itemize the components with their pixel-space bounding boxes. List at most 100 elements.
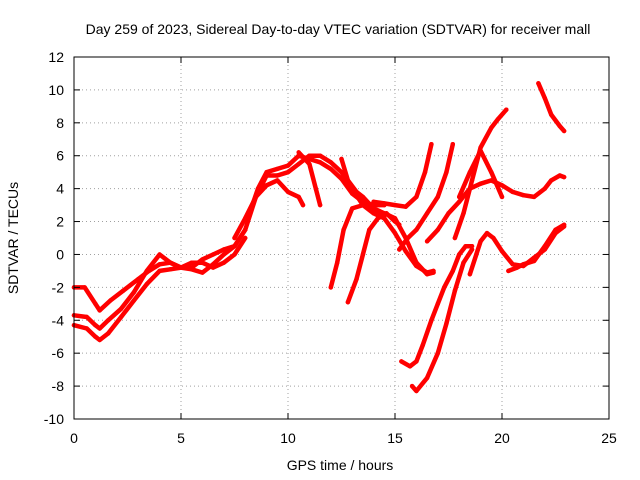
data-point [354, 189, 359, 195]
data-point [121, 288, 126, 293]
data-point [561, 222, 567, 227]
data-point [307, 161, 312, 167]
x-tick-label: 20 [494, 430, 510, 446]
data-point [542, 95, 547, 101]
data-point [510, 189, 515, 195]
data-point [82, 285, 87, 290]
data-point [478, 145, 483, 150]
data-point [392, 230, 398, 236]
data-point [264, 183, 269, 188]
data-point [424, 239, 430, 244]
y-tick-label: -6 [52, 345, 65, 361]
data-point [506, 268, 511, 274]
data-point [414, 388, 419, 394]
data-point [561, 174, 567, 180]
data-point [474, 252, 479, 257]
y-tick-label: 8 [56, 115, 64, 131]
data-point [275, 166, 280, 172]
series-line-8 [328, 202, 436, 290]
y-tick-label: -2 [52, 279, 65, 295]
data-point [397, 247, 402, 252]
data-point [285, 189, 291, 195]
data-point [499, 183, 505, 188]
data-point [335, 260, 340, 265]
data-point [542, 244, 547, 249]
data-point [317, 153, 323, 158]
data-point [157, 268, 162, 274]
data-point [168, 260, 173, 265]
data-point [424, 375, 430, 381]
data-point [424, 272, 430, 277]
data-point [444, 321, 449, 326]
data-point [489, 125, 494, 130]
series-line-15 [536, 81, 567, 134]
data-point [232, 244, 237, 249]
data-point [328, 166, 333, 172]
data-point [328, 285, 333, 290]
series-line-10 [371, 141, 434, 209]
data-point [84, 326, 90, 331]
data-point [350, 191, 355, 196]
data-point [189, 267, 194, 272]
data-point [275, 173, 280, 178]
data-point [221, 252, 226, 257]
data-point [264, 170, 269, 175]
y-tick-label: 4 [56, 181, 64, 197]
data-point [478, 148, 483, 153]
data-point [478, 181, 483, 186]
data-point [317, 160, 323, 165]
data-point [499, 249, 505, 254]
data-point [542, 186, 547, 191]
data-point [106, 318, 111, 323]
data-point [210, 252, 216, 257]
data-point [84, 314, 90, 320]
y-tick-label: 12 [48, 49, 64, 65]
data-point [457, 194, 462, 200]
series-line-13 [452, 107, 509, 241]
data-point [97, 308, 102, 313]
data-point [360, 252, 366, 257]
data-point [469, 178, 475, 183]
data-point [131, 290, 137, 295]
data-point [178, 265, 184, 270]
chart-title: Day 259 of 2023, Sidereal Day-to-day VTE… [86, 21, 591, 37]
data-point [339, 176, 344, 181]
data-point [467, 170, 473, 175]
series-line-2 [71, 153, 387, 331]
data-point [405, 235, 410, 241]
data-point [435, 301, 440, 306]
data-point [561, 128, 567, 134]
data-point [442, 285, 447, 290]
data-point [463, 244, 468, 249]
data-point [345, 178, 351, 183]
data-point [296, 161, 301, 167]
data-point [531, 258, 537, 264]
data-point [157, 262, 162, 267]
data-point [422, 170, 428, 175]
data-point [457, 252, 462, 257]
data-point [300, 202, 306, 208]
data-point [429, 318, 434, 323]
data-point [93, 334, 98, 339]
data-point [435, 351, 440, 356]
data-point [93, 301, 98, 306]
data-point [414, 227, 419, 232]
data-point [345, 300, 351, 305]
data-point [478, 239, 483, 244]
data-point [469, 244, 475, 249]
x-tick-label: 5 [177, 430, 185, 446]
data-point [341, 227, 346, 232]
data-point [489, 170, 494, 175]
data-point [403, 204, 408, 209]
data-point [168, 267, 173, 272]
data-point [371, 206, 376, 211]
data-point [93, 323, 98, 328]
data-point [557, 173, 562, 178]
data-point [108, 298, 113, 303]
data-point [210, 265, 216, 270]
data-point [247, 211, 252, 216]
data-point [461, 260, 466, 265]
y-tick-label: -10 [44, 411, 64, 427]
y-tick-label: 6 [56, 148, 64, 164]
